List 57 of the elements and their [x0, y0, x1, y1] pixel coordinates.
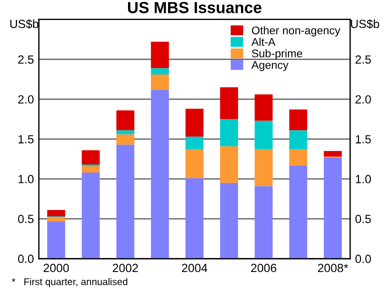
bar [220, 87, 238, 120]
chart-title: US MBS Issuance [128, 2, 262, 14]
bar [186, 108, 204, 137]
bar [116, 110, 134, 130]
y-tick-label: 2.5 [18, 55, 34, 64]
bar [254, 94, 273, 121]
bar [289, 110, 308, 130]
bar [289, 149, 308, 166]
bar [150, 42, 169, 68]
bar [150, 68, 169, 74]
x-tick-label: 2008* [318, 264, 348, 272]
bar [47, 221, 66, 259]
bar [254, 149, 273, 186]
bar [82, 166, 100, 173]
bar [289, 130, 308, 150]
bar [186, 136, 204, 150]
x-tick-label: 2006 [251, 264, 276, 272]
x-tick-label: 2002 [112, 264, 138, 272]
legend-label: Alt-A [251, 38, 276, 46]
bar [82, 150, 100, 165]
text: * First quarter, annualised [12, 278, 128, 288]
x-tick-label: 2000 [44, 264, 69, 272]
y-tick-label: 0.5 [18, 214, 34, 224]
bar [116, 134, 134, 145]
bar [150, 90, 169, 259]
legend-label: Sub-prime [252, 49, 302, 60]
y2-tick-label: 0.0 [355, 254, 371, 264]
bar [289, 165, 308, 259]
bar [220, 146, 238, 183]
bar [186, 149, 204, 178]
y-tick-label: 1.0 [18, 174, 34, 184]
bar [150, 74, 169, 90]
y-tick-label: 2.0 [18, 95, 34, 104]
y-tick-label: 0.0 [18, 254, 34, 264]
bar [82, 172, 100, 259]
bar [186, 178, 204, 259]
bar [324, 150, 342, 157]
bar [47, 217, 66, 222]
bar [116, 130, 134, 134]
y2-axis-title: US$b [351, 19, 380, 29]
bar [220, 182, 238, 259]
y2-tick-label: 2.0 [356, 95, 371, 104]
bar [254, 120, 273, 150]
legend-label: Other non-agency [252, 26, 340, 37]
y2-tick-label: 1.5 [356, 135, 371, 144]
bar [254, 186, 273, 259]
y2-tick-label: 2.5 [356, 55, 371, 64]
bar [47, 210, 66, 216]
bar [220, 119, 238, 146]
y-axis-title: US$b [10, 19, 38, 29]
y2-tick-label: 0.5 [355, 214, 371, 224]
legend-label: Agency [251, 61, 288, 72]
bar [324, 157, 342, 259]
y-tick-label: 1.5 [18, 135, 34, 144]
x-tick-label: 2004 [182, 264, 208, 272]
y2-tick-label: 1.0 [356, 174, 371, 184]
bar [116, 144, 134, 259]
